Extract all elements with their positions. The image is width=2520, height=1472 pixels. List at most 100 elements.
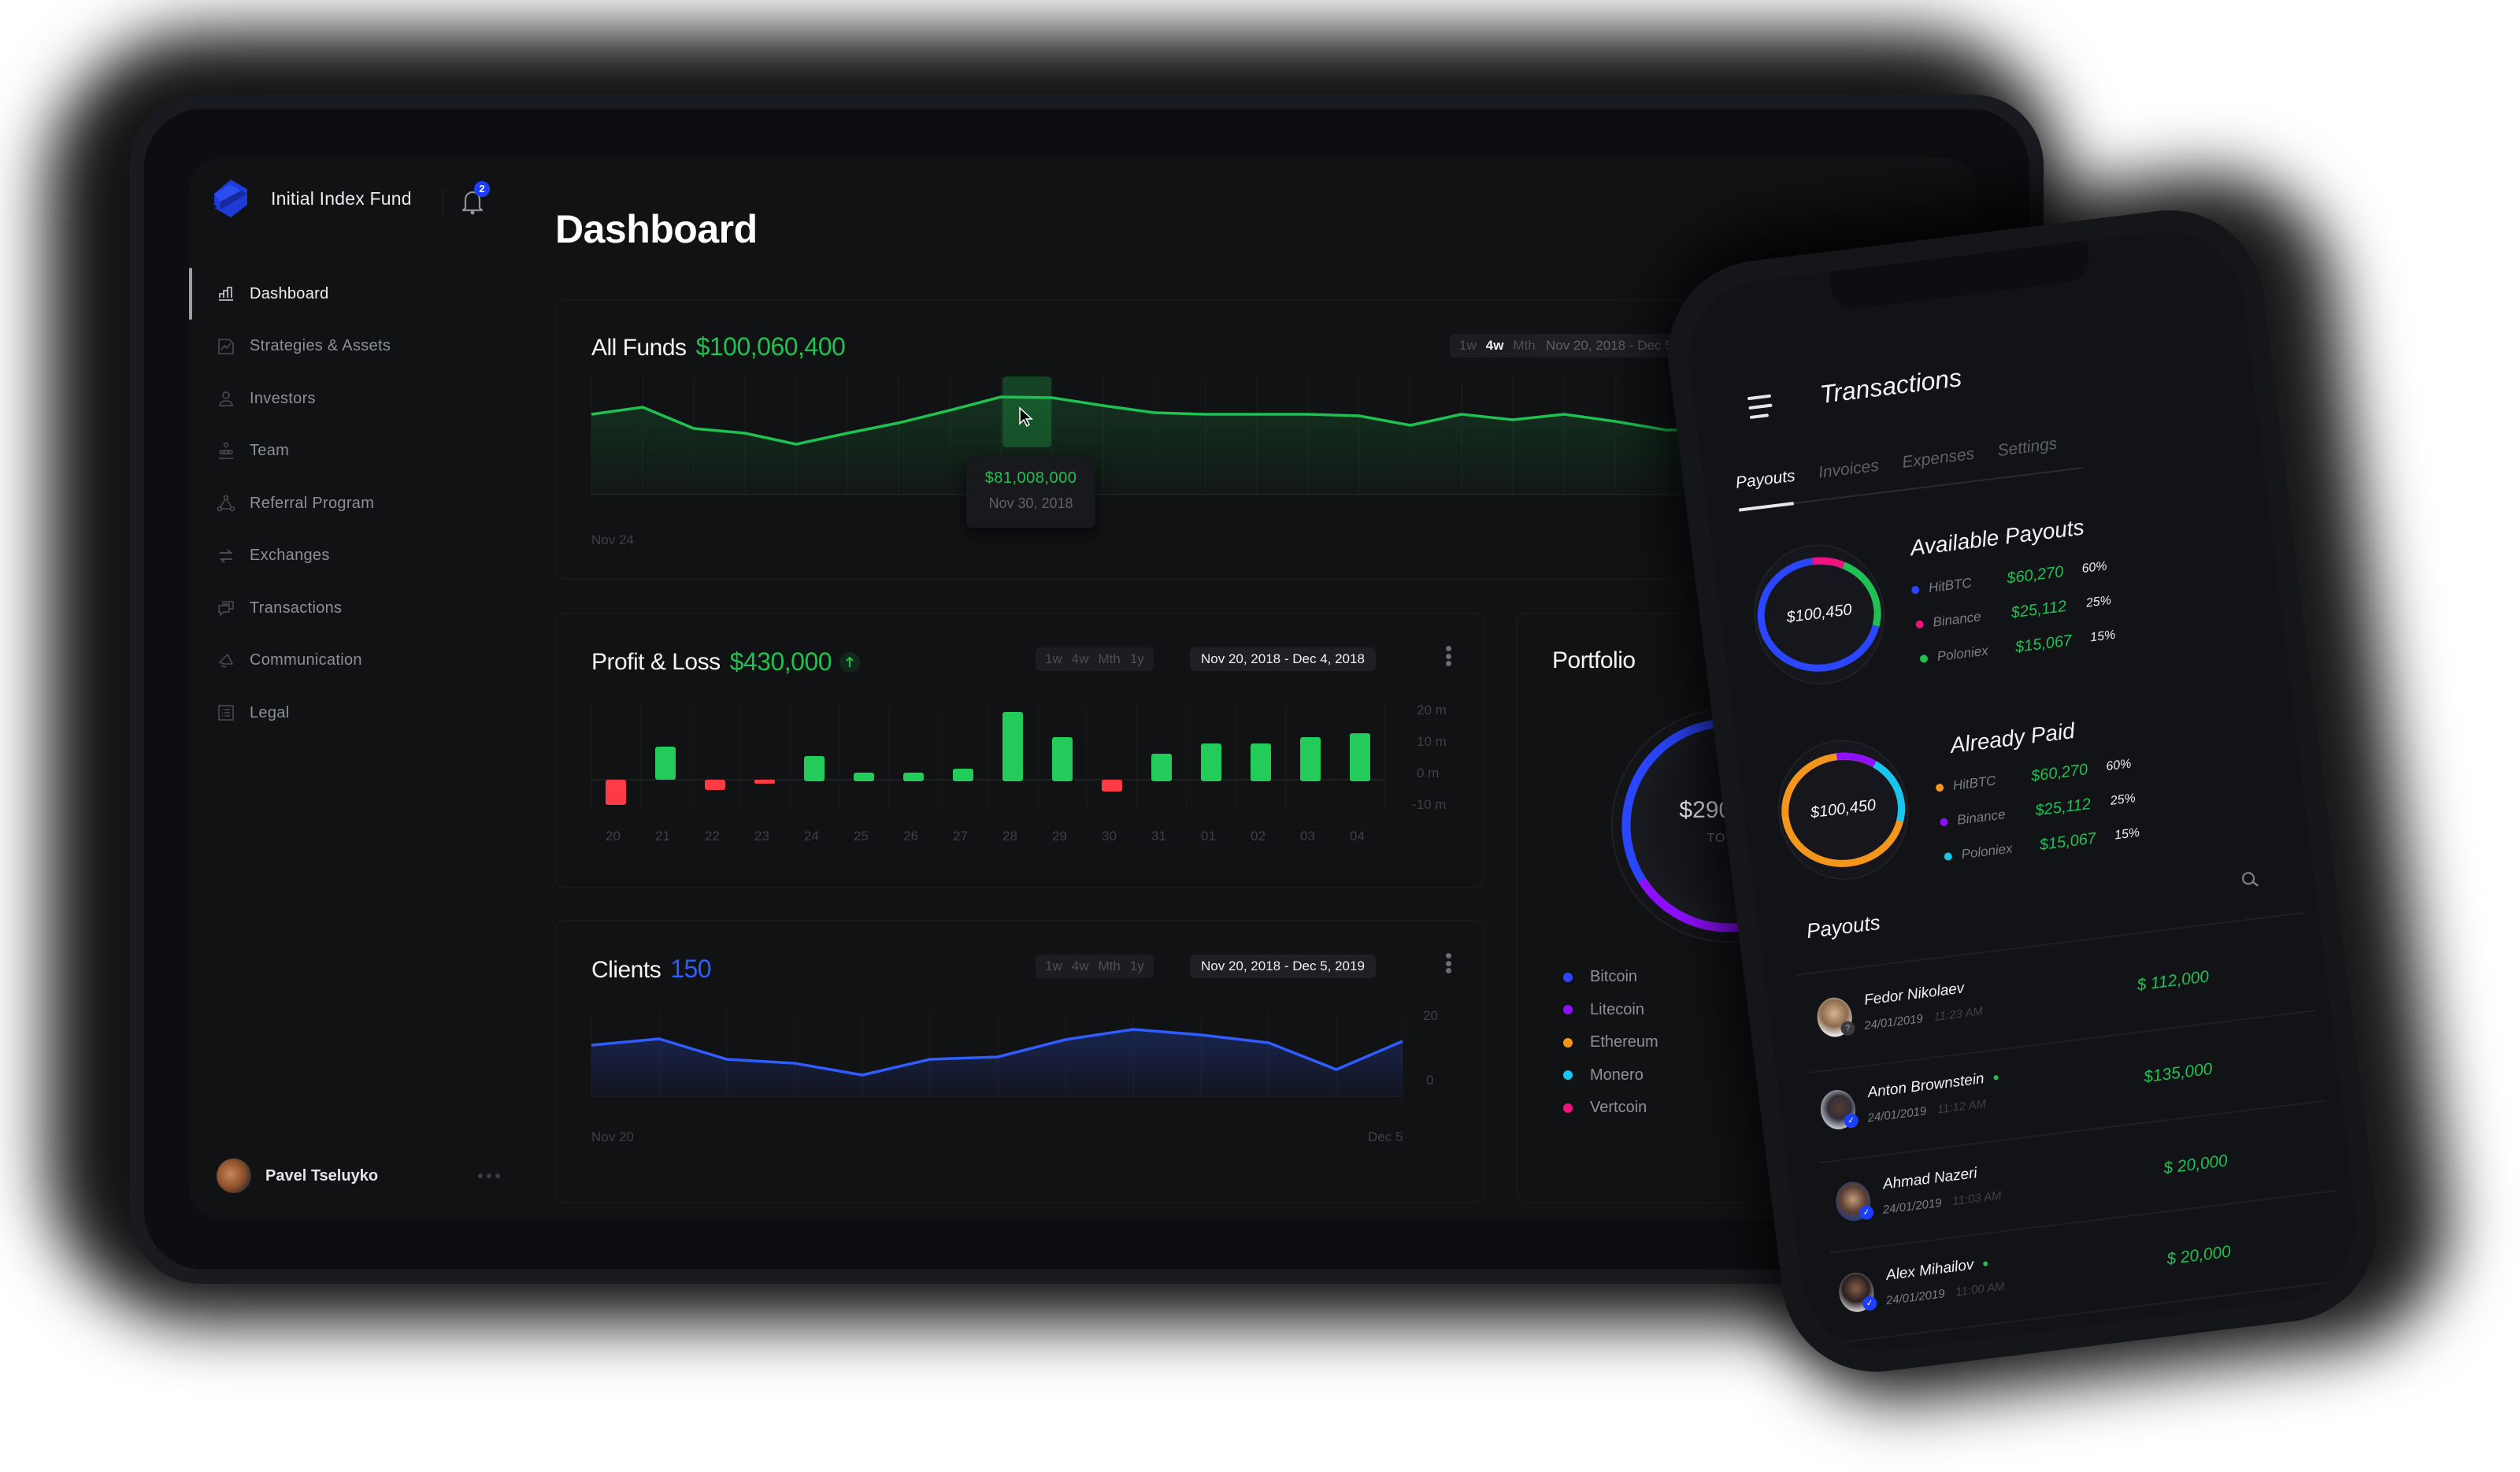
exchange-name: Poloniex [1960,840,2014,862]
range-1w[interactable]: 1w [1459,338,1477,353]
y-tick: 0 [1426,1073,1434,1088]
range-mth[interactable]: Mth [1513,338,1536,353]
sidebar-item-communication[interactable]: Communication [189,635,536,688]
online-status-dot [1993,1074,1999,1081]
exchange-name: Poloniex [1936,643,1989,665]
x-tick: 03 [1300,829,1315,844]
x-tick: 23 [754,829,769,844]
payout-amount: $ 112,000 [2136,967,2211,995]
date-range-picker[interactable]: Nov 20, 2018 - Dec 4, 2018 [1190,647,1376,671]
x-tick: 21 [655,829,670,844]
already-paid-donut [1777,740,1909,881]
more-horizontal-icon[interactable] [478,1174,500,1178]
hamburger-menu-icon[interactable] [1747,394,1773,420]
arrow-up-icon [839,651,861,673]
date-range-picker[interactable]: Nov 20, 2018 - Dec 5, 2019 [1190,955,1376,978]
sidebar-item-team[interactable]: Team [189,425,536,478]
chart-tooltip: $81,008,000 Nov 30, 2018 [966,457,1095,528]
exchange-percent: 60% [2081,559,2108,577]
document-list-icon [218,705,234,721]
clients-chart [591,1010,1403,1097]
mobile-title: Transactions [1818,363,1963,409]
sidebar-item-strategies-assets[interactable]: Strategies & Assets [189,321,536,373]
profit-loss-chart [591,704,1386,810]
x-tick: 24 [804,829,819,844]
transactions-icon [218,601,234,617]
range-1y[interactable]: 1y [1129,651,1144,666]
exchange-amount: $15,067 [2014,631,2073,656]
phone-notch [1829,240,2092,312]
range-1w[interactable]: 1w [1045,958,1062,973]
brand[interactable]: Initial Index Fund [214,180,412,217]
sidebar-item-dashboard[interactable]: Dashboard [189,268,536,321]
hitbtc-color-dot [1910,585,1920,595]
sidebar-item-referral-program[interactable]: Referral Program [189,477,536,530]
tooltip-date: Nov 30, 2018 [988,495,1073,511]
bitcoin-color-dot [1563,972,1573,982]
sidebar-item-label: Referral Program [250,494,375,512]
range-1w[interactable]: 1w [1045,651,1062,666]
avatar [217,1159,251,1193]
tab-expenses[interactable]: Expenses [1901,444,1976,472]
exchange-name: Binance [1932,609,1982,630]
already-paid-legend: HitBTC $60,270 60% Binance $25,112 25% P… [1933,742,2181,874]
user-icon [219,391,233,407]
card-title: Clients 150 [591,955,712,984]
payout-amount: $ 20,000 [2162,1151,2229,1178]
range-4w[interactable]: 4w [1071,651,1089,666]
user-profile[interactable]: Pavel Tseluyko [217,1156,500,1196]
vertcoin-color-dot [1563,1103,1573,1113]
payout-datetime: 24/01/2019 11:00 AM [1885,1280,2006,1307]
x-axis-labels: 20 21 22 23 24 25 26 27 28 29 30 31 01 0… [591,829,1410,847]
clients-title: Clients [591,957,662,983]
sidebar-item-transactions[interactable]: Transactions [189,582,536,635]
asset-name: Bitcoin [1590,968,1638,986]
range-mth[interactable]: Mth [1098,958,1121,973]
x-axis-start: Nov 20 [591,1129,634,1144]
asset-name: Vertcoin [1590,1099,1647,1117]
sidebar-item-investors[interactable]: Investors [189,373,536,425]
x-tick: 25 [854,829,869,844]
mobile-tabs: Payouts Invoices Expenses Settings [1735,429,2104,493]
sidebar-item-legal[interactable]: Legal [189,687,536,740]
x-tick: 31 [1151,829,1166,844]
payout-amount: $135,000 [2142,1059,2214,1087]
tooltip-value: $81,008,000 [984,469,1077,487]
asset-name: Ethereum [1590,1033,1658,1051]
y-tick: 20 [1423,1008,1438,1023]
range-4w[interactable]: 4w [1485,338,1504,353]
notification-badge: 2 [474,181,490,197]
payout-amount: $ 20,000 [2166,1242,2233,1269]
range-1y[interactable]: 1y [1129,958,1144,973]
tab-settings[interactable]: Settings [1996,434,2059,460]
more-vertical-icon[interactable] [1445,953,1451,973]
y-tick: 0 m [1417,766,1440,780]
more-vertical-icon[interactable] [1445,646,1451,666]
range-selector: 1w 4w Mth 1y [1036,647,1154,671]
payout-name: Ahmad Nazeri [1881,1165,1978,1193]
trend-chart-icon [218,338,234,354]
tab-payouts[interactable]: Payouts [1734,466,1796,492]
page-title: Dashboard [555,207,758,251]
team-icon [219,442,233,459]
tab-active-indicator [1739,502,1794,512]
litecoin-color-dot [1563,1005,1573,1015]
x-tick: 22 [705,829,720,844]
tab-invoices[interactable]: Invoices [1817,456,1881,482]
sidebar-item-exchanges[interactable]: Exchanges [189,530,536,583]
range-mth[interactable]: Mth [1098,651,1121,666]
search-icon[interactable] [2240,870,2260,890]
payout-time: 11:23 AM [1933,1004,1984,1025]
exchange-percent: 15% [2089,628,2117,645]
poloniex-color-dot [1919,654,1929,663]
notification-bell-icon[interactable] [461,189,484,216]
sidebar-nav: Dashboard Strategies & Assets Investors … [189,268,536,740]
phone-screen: Transactions Payouts Invoices Expenses S… [1680,222,2366,1360]
exchange-arrows-icon [219,549,233,563]
payout-name: Anton Brownstein [1866,1069,1999,1102]
sidebar-item-label: Team [250,442,290,460]
profit-loss-value: $430,000 [729,647,832,676]
payout-time: 11:03 AM [1951,1188,2003,1209]
range-4w[interactable]: 4w [1071,958,1089,973]
exchange-amount: $60,270 [2029,760,2089,785]
